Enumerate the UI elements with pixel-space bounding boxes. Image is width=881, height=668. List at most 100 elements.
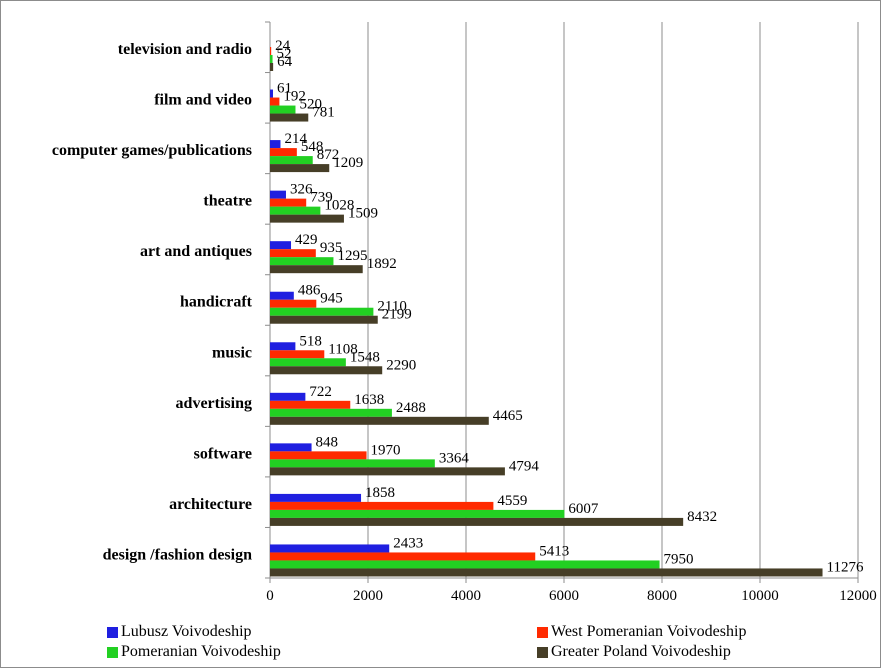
category-label: music [212, 344, 252, 361]
bar-greater-poland [270, 265, 363, 274]
bar-lubusz [270, 493, 362, 502]
bar-west-pomeranian [270, 97, 280, 106]
data-label-greater-poland: 2199 [382, 307, 412, 323]
x-tick-label: 6000 [549, 588, 579, 604]
bar-pomeranian [270, 206, 321, 215]
bar-pomeranian [270, 509, 565, 518]
bar-pomeranian [270, 307, 374, 316]
x-tick-label: 12000 [839, 588, 877, 604]
data-label-pomeranian: 1548 [350, 349, 380, 365]
data-label-lubusz: 214 [284, 131, 307, 147]
bar-west-pomeranian [270, 198, 307, 207]
category-label: television and radio [118, 41, 252, 58]
data-label-pomeranian: 2488 [396, 400, 426, 416]
data-label-lubusz: 848 [316, 434, 339, 450]
data-label-greater-poland: 781 [312, 105, 335, 121]
bar-west-pomeranian [270, 400, 351, 409]
data-label-lubusz: 429 [295, 232, 318, 248]
data-label-west-pomeranian: 548 [301, 139, 324, 155]
bar-lubusz [270, 291, 294, 300]
x-tick-label: 0 [266, 588, 274, 604]
data-label-west-pomeranian: 739 [310, 190, 333, 206]
data-label-greater-poland: 4465 [493, 408, 523, 424]
legend-label-greater-poland: Greater Poland Voivodeship [551, 643, 731, 660]
legend-swatch-pomeranian [107, 646, 118, 658]
bar-west-pomeranian [270, 47, 272, 55]
bar-lubusz [270, 190, 286, 199]
bar-west-pomeranian [270, 249, 316, 258]
x-tick-label: 4000 [451, 588, 481, 604]
data-label-pomeranian: 6007 [568, 501, 599, 517]
bar-pomeranian [270, 156, 313, 165]
bar-greater-poland [270, 416, 489, 425]
data-label-lubusz: 326 [290, 182, 313, 198]
data-label-pomeranian: 52 [277, 46, 292, 62]
legend-label-pomeranian: Pomeranian Voivodeship [121, 643, 281, 660]
bar-pomeranian [270, 408, 392, 417]
bar-greater-poland [270, 568, 823, 577]
data-label-lubusz: 722 [309, 384, 332, 400]
category-label: software [194, 445, 252, 462]
bar-west-pomeranian [270, 350, 325, 359]
data-label-pomeranian: 1028 [324, 198, 354, 214]
data-label-west-pomeranian: 24 [275, 38, 291, 54]
data-label-pomeranian: 2110 [377, 299, 406, 315]
bar-lubusz [270, 140, 281, 149]
bar-lubusz [270, 89, 273, 98]
bar-greater-poland [270, 214, 344, 223]
data-label-greater-poland: 1892 [367, 256, 397, 272]
bar-west-pomeranian [270, 501, 494, 510]
data-label-pomeranian: 520 [299, 97, 322, 113]
data-label-greater-poland: 1209 [333, 155, 363, 171]
bar-greater-poland [270, 113, 309, 122]
bar-pomeranian [270, 459, 435, 468]
bar-greater-poland [270, 315, 378, 324]
category-label: theatre [203, 193, 252, 210]
data-label-greater-poland: 4794 [509, 458, 540, 474]
data-label-west-pomeranian: 4559 [497, 493, 527, 509]
bar-lubusz [270, 342, 296, 351]
legend-swatch-lubusz [107, 626, 118, 638]
bar-greater-poland [270, 517, 684, 526]
data-label-lubusz: 518 [299, 333, 322, 349]
data-label-west-pomeranian: 1108 [328, 341, 357, 357]
category-label: film and video [154, 92, 252, 109]
data-label-pomeranian: 3364 [439, 450, 470, 466]
data-label-west-pomeranian: 192 [283, 89, 306, 105]
data-label-lubusz: 61 [277, 81, 292, 97]
data-label-lubusz: 1858 [365, 485, 395, 501]
bar-lubusz [270, 443, 312, 452]
legend-label-lubusz: Lubusz Voivodeship [121, 623, 252, 640]
data-label-pomeranian: 7950 [664, 551, 694, 567]
bar-lubusz [270, 241, 292, 250]
category-label: handicraft [180, 294, 253, 311]
category-label: advertising [176, 395, 252, 412]
x-tick-label: 8000 [647, 588, 677, 604]
data-label-west-pomeranian: 1638 [354, 392, 384, 408]
bar-west-pomeranian [270, 148, 297, 157]
category-label: computer games/publications [52, 142, 252, 159]
legend-item-lubusz: Lubusz Voivodeship [107, 623, 252, 641]
category-label: architecture [169, 496, 252, 513]
legend-item-pomeranian: Pomeranian Voivodeship [107, 643, 281, 661]
legend-swatch-greater-poland [537, 646, 548, 658]
data-label-greater-poland: 1509 [348, 206, 378, 222]
category-label: art and antiques [140, 243, 252, 260]
legend-swatch-west-pomeranian [537, 626, 548, 638]
data-label-lubusz: 486 [298, 283, 321, 299]
bar-pomeranian [270, 560, 660, 569]
data-label-west-pomeranian: 945 [320, 291, 343, 307]
bar-lubusz [270, 544, 390, 553]
data-label-greater-poland: 2290 [386, 357, 416, 373]
legend-label-west-pomeranian: West Pomeranian Voivodeship [551, 623, 747, 640]
bar-west-pomeranian [270, 451, 367, 460]
data-label-pomeranian: 872 [317, 147, 340, 163]
data-label-lubusz: 2433 [393, 535, 423, 551]
data-label-greater-poland: 8432 [687, 509, 717, 525]
bar-greater-poland [270, 164, 330, 173]
x-tick-label: 10000 [741, 588, 779, 604]
bar-lubusz [270, 392, 306, 401]
data-label-west-pomeranian: 5413 [539, 543, 569, 559]
bar-west-pomeranian [270, 299, 317, 308]
